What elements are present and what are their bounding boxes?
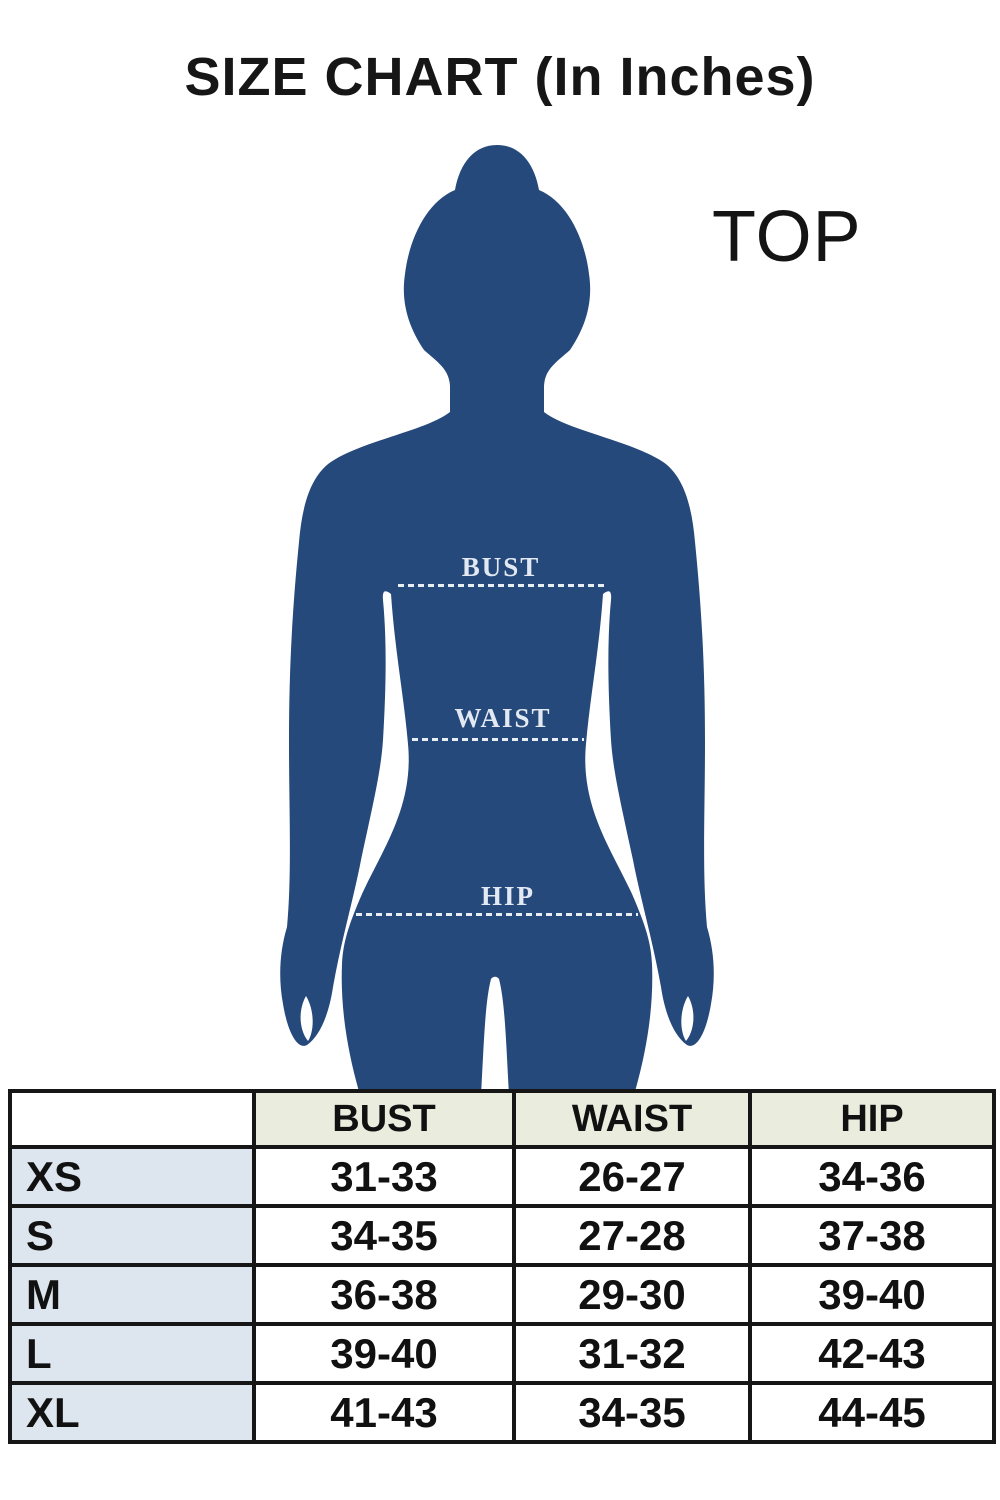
hip-label: HIP <box>480 881 536 911</box>
xs-bust-value: 31-33 <box>252 1145 516 1208</box>
xl-waist-value: 34-35 <box>512 1381 752 1444</box>
m-hip-value: 39-40 <box>748 1263 996 1326</box>
hip-measure-line <box>356 913 638 916</box>
xs-hip-value: 34-36 <box>748 1145 996 1208</box>
m-waist-value: 29-30 <box>512 1263 752 1326</box>
waist-measure-line <box>412 738 584 741</box>
xs-waist-value: 26-27 <box>512 1145 752 1208</box>
m-bust-value: 36-38 <box>252 1263 516 1326</box>
garment-type-label: TOP <box>712 197 862 277</box>
column-header-hip: HIP <box>748 1089 996 1149</box>
waist-label: WAIST <box>454 703 552 733</box>
table-header-row: BUST WAIST HIP <box>8 1089 996 1149</box>
column-header-waist: WAIST <box>512 1089 752 1149</box>
column-header-bust: BUST <box>252 1089 516 1149</box>
page-title: SIZE CHART (In Inches) <box>184 47 816 107</box>
size-label-xl: XL <box>8 1381 256 1444</box>
bust-label: BUST <box>461 552 541 582</box>
right-hand-thumb-notch <box>681 996 694 1041</box>
left-hand-thumb-notch <box>300 996 313 1041</box>
s-hip-value: 37-38 <box>748 1204 996 1267</box>
body-silhouette-shape <box>280 145 714 1089</box>
female-body-silhouette-图 <box>280 145 714 1089</box>
s-waist-value: 27-28 <box>512 1204 752 1267</box>
xl-hip-value: 44-45 <box>748 1381 996 1444</box>
size-label-l: L <box>8 1322 256 1385</box>
bust-measure-line <box>398 584 604 587</box>
l-waist-value: 31-32 <box>512 1322 752 1385</box>
l-hip-value: 42-43 <box>748 1322 996 1385</box>
table-row-xl: XL 41-43 34-35 44-45 <box>8 1381 996 1444</box>
size-label-s: S <box>8 1204 256 1267</box>
size-table: BUST WAIST HIP XS 31-33 26-27 34-36 S 34… <box>8 1089 996 1444</box>
l-bust-value: 39-40 <box>252 1322 516 1385</box>
table-row-l: L 39-40 31-32 42-43 <box>8 1322 996 1385</box>
table-row-m: M 36-38 29-30 39-40 <box>8 1263 996 1326</box>
s-bust-value: 34-35 <box>252 1204 516 1267</box>
table-corner-cell <box>8 1089 256 1149</box>
size-label-m: M <box>8 1263 256 1326</box>
xl-bust-value: 41-43 <box>252 1381 516 1444</box>
table-row-s: S 34-35 27-28 37-38 <box>8 1204 996 1267</box>
size-label-xs: XS <box>8 1145 256 1208</box>
table-row-xs: XS 31-33 26-27 34-36 <box>8 1145 996 1208</box>
